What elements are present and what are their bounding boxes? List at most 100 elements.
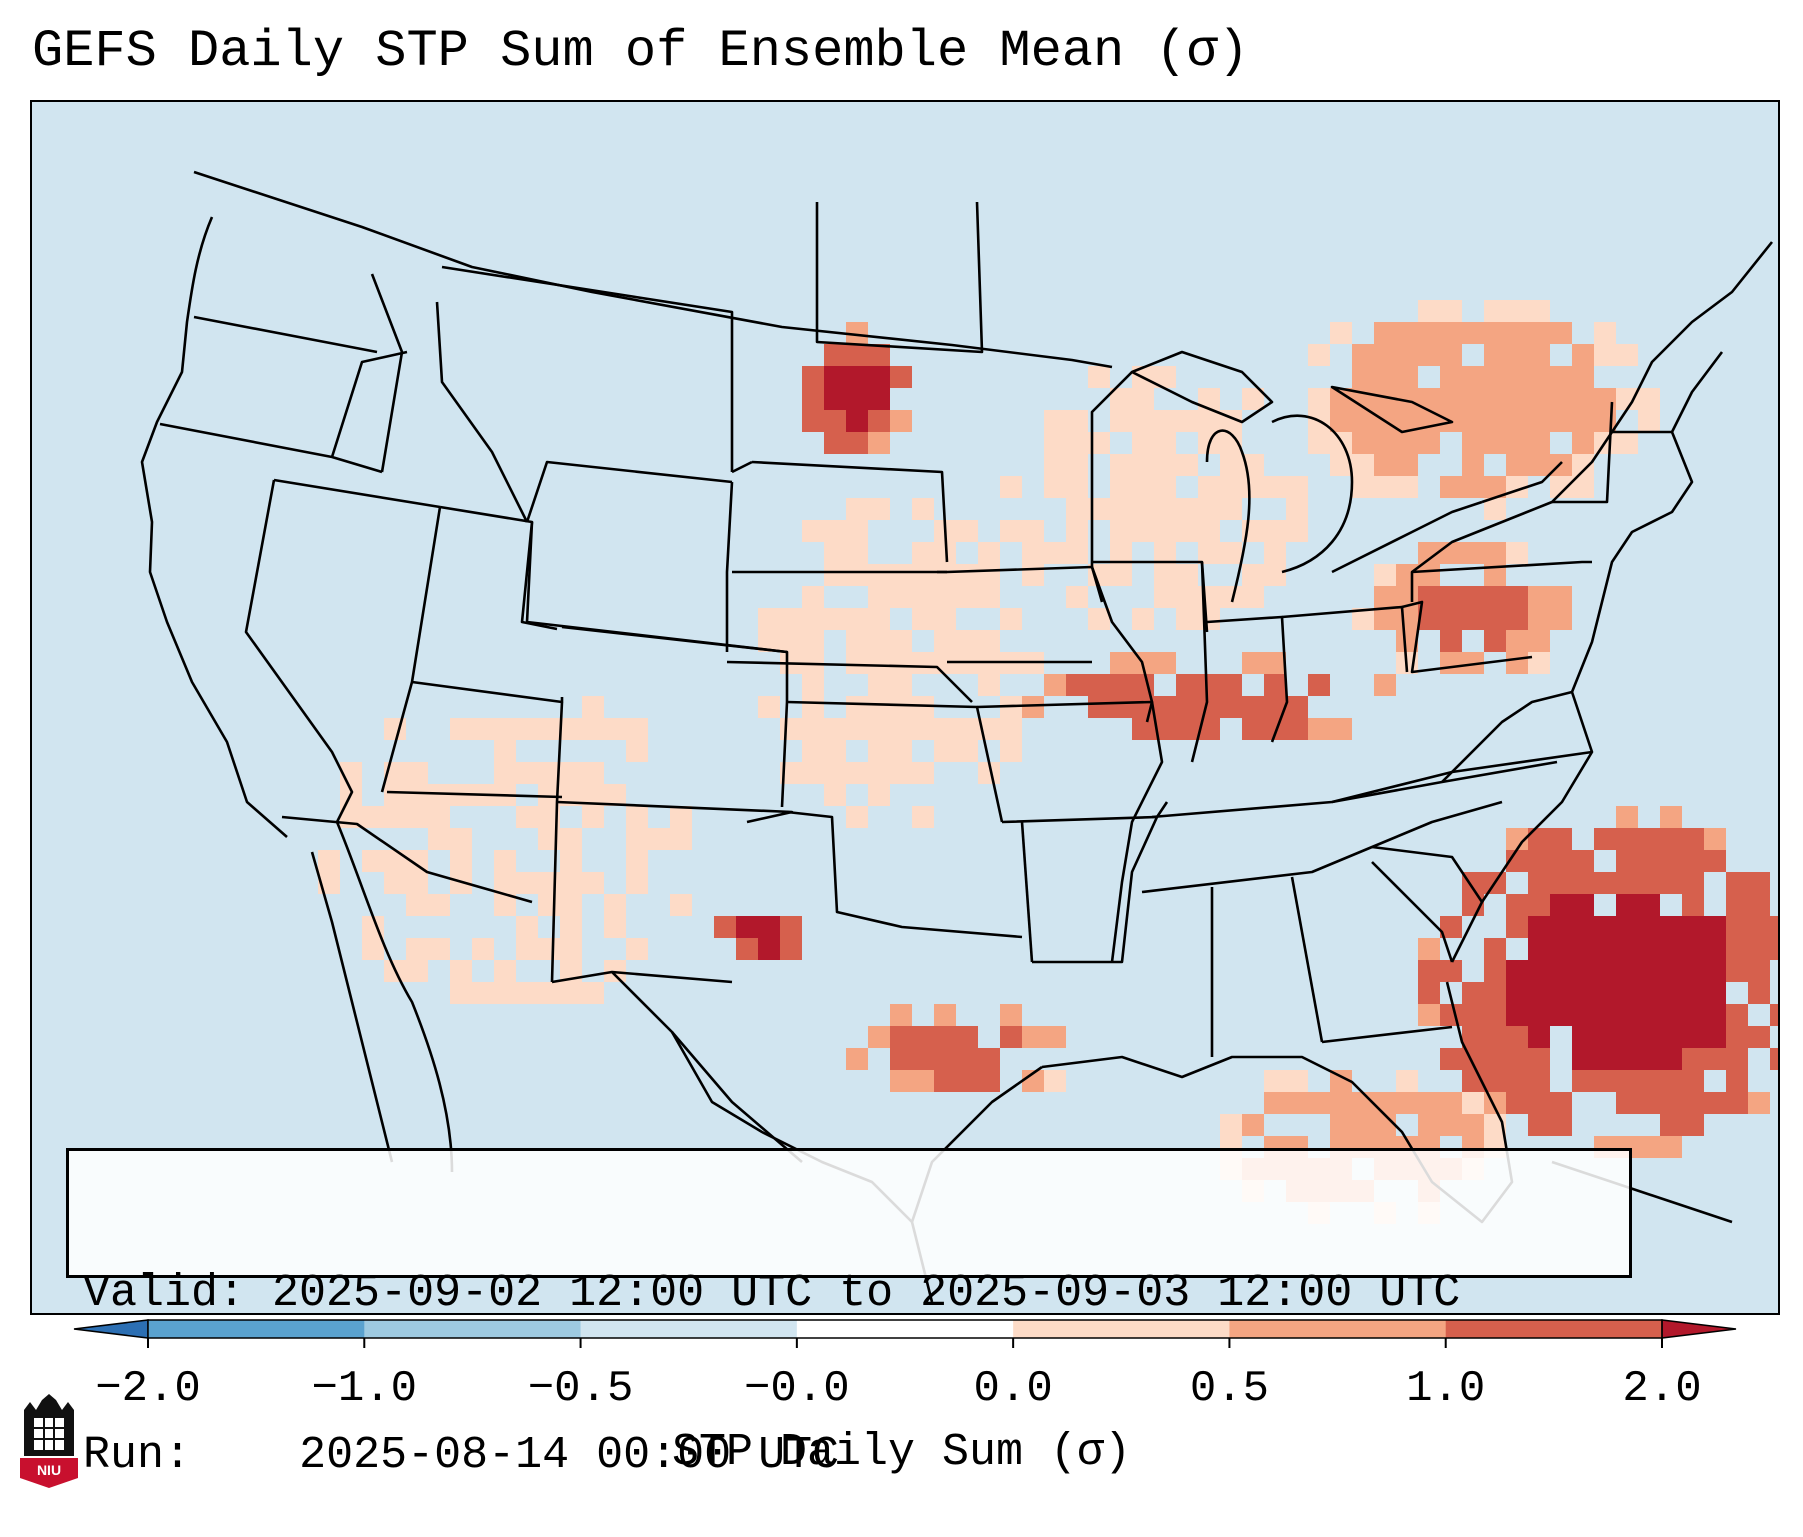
heatmap-cell [1484,1004,1506,1026]
heatmap-cell [1000,740,1022,762]
heatmap-cell [1506,542,1528,564]
heatmap-cell [1462,1004,1484,1026]
heatmap-cell [1704,1004,1726,1026]
heatmap-cell [758,916,780,938]
heatmap-cell [1374,1092,1396,1114]
heatmap-cell [1440,388,1462,410]
heatmap-cell [1066,498,1088,520]
heatmap-cell [1462,1114,1484,1136]
heatmap-cell [1396,630,1418,652]
heatmap-cell [1484,432,1506,454]
heatmap-cell [780,718,802,740]
heatmap-cell [1550,828,1572,850]
heatmap-cell [1506,982,1528,1004]
heatmap-cell [1044,1070,1066,1092]
heatmap-cell [1550,1004,1572,1026]
heatmap-cell [1550,938,1572,960]
heatmap-cell [406,784,428,806]
heatmap-cell [1484,542,1506,564]
heatmap-cell [560,982,582,1004]
heatmap-cell [1528,344,1550,366]
heatmap-cell [1374,476,1396,498]
heatmap-cell [956,520,978,542]
heatmap-cell [626,828,648,850]
heatmap-cell [1572,410,1594,432]
heatmap-cell [1506,894,1528,916]
heatmap-cell [824,564,846,586]
heatmap-cell [868,740,890,762]
heatmap-cell [1154,366,1176,388]
heatmap-cell [1484,366,1506,388]
heatmap-cell [626,938,648,960]
heatmap-cell [1660,1004,1682,1026]
heatmap-cell [802,520,824,542]
heatmap-cell [868,674,890,696]
heatmap-cell [1022,520,1044,542]
heatmap-cell [1616,894,1638,916]
heatmap-cell [868,784,890,806]
heatmap-cell [1528,828,1550,850]
heatmap-cell [1440,586,1462,608]
heatmap-cell [362,850,384,872]
heatmap-cell [1132,388,1154,410]
heatmap-cell [516,982,538,1004]
heatmap-cell [1506,960,1528,982]
heatmap-cell [1440,542,1462,564]
heatmap-cell [1110,674,1132,696]
heatmap-cell [1110,564,1132,586]
heatmap-cell [978,542,1000,564]
heatmap-cell [1572,344,1594,366]
heatmap-cell [1242,718,1264,740]
heatmap-cell [1462,476,1484,498]
heatmap-cell [1044,476,1066,498]
heatmap-cell [1198,520,1220,542]
heatmap-cell [1572,982,1594,1004]
heatmap-cell [1396,1092,1418,1114]
heatmap-cell [1506,432,1528,454]
heatmap-cell [582,784,604,806]
heatmap-cell [1286,498,1308,520]
heatmap-cell [1550,850,1572,872]
heatmap-cell [912,652,934,674]
heatmap-cell [1242,696,1264,718]
heatmap-cell [1462,586,1484,608]
heatmap-cell [1022,542,1044,564]
heatmap-cell [494,718,516,740]
heatmap-cell [1000,608,1022,630]
heatmap-cell [1220,586,1242,608]
heatmap-cell [868,718,890,740]
heatmap-cell [956,740,978,762]
logo-window-icon [34,1418,64,1450]
heatmap-cell [1220,674,1242,696]
heatmap-cell [956,564,978,586]
heatmap-cell [1594,938,1616,960]
heatmap-cell [1506,322,1528,344]
colorbar-bin [148,1320,365,1338]
heatmap-cell [1726,1092,1748,1114]
heatmap-cell [1660,916,1682,938]
heatmap-cell [802,410,824,432]
heatmap-cell [406,938,428,960]
heatmap-cell [1660,828,1682,850]
heatmap-cell [1484,960,1506,982]
heatmap-cell [1396,432,1418,454]
heatmap-cell [1198,718,1220,740]
heatmap-cell [1132,432,1154,454]
heatmap-cell [494,894,516,916]
heatmap-cell [604,718,626,740]
heatmap-cell [1440,608,1462,630]
heatmap-cell [1594,828,1616,850]
heatmap-cell [1176,498,1198,520]
heatmap-cell [1352,476,1374,498]
heatmap-cell [758,938,780,960]
heatmap-cell [538,894,560,916]
heatmap-cell [538,872,560,894]
heatmap-cell [1154,564,1176,586]
heatmap-cell [1484,564,1506,586]
heatmap-cell [1726,1070,1748,1092]
heatmap-cell [1726,1004,1748,1026]
heatmap-cell [604,916,626,938]
heatmap-cell [1330,1070,1352,1092]
heatmap-cell [1528,1026,1550,1048]
heatmap-cell [1286,1092,1308,1114]
